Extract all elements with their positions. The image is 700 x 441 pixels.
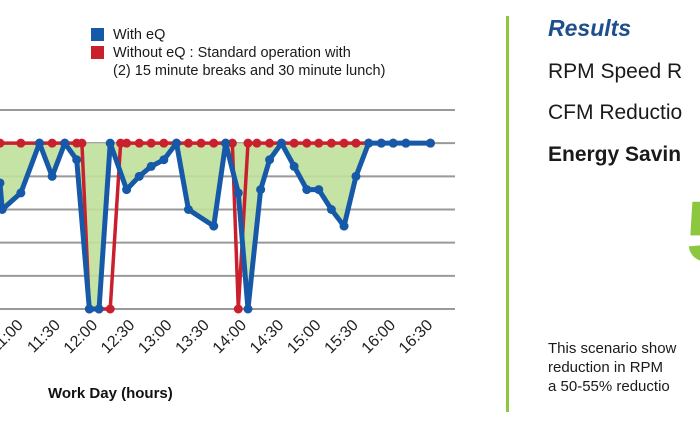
energy-savings-number-text: 5: [686, 196, 700, 268]
point-with-eq: [376, 138, 386, 148]
x-tick-label: 16:00: [359, 317, 399, 357]
x-tick-label: 14:00: [210, 317, 250, 357]
savings-area: [0, 143, 431, 309]
x-tick-label: 15:30: [322, 317, 362, 357]
panel-divider: [506, 16, 509, 412]
point-without-eq: [146, 138, 156, 148]
point-with-eq: [277, 138, 287, 148]
point-without-eq: [16, 138, 26, 148]
point-with-eq: [47, 171, 57, 181]
x-tick-label: 11:00: [0, 317, 27, 357]
point-with-eq: [364, 138, 374, 148]
energy-savings-number: 5: [686, 196, 700, 268]
point-without-eq: [122, 138, 132, 148]
point-without-eq: [77, 138, 87, 148]
point-with-eq: [221, 138, 231, 148]
point-with-eq: [159, 155, 169, 165]
x-tick-label: 15:00: [284, 317, 324, 357]
point-without-eq: [265, 138, 275, 148]
point-without-eq: [105, 304, 115, 314]
point-without-eq: [183, 138, 193, 148]
point-without-eq: [233, 304, 243, 314]
point-without-eq: [252, 138, 262, 148]
energy-savings-result: Energy Savin: [548, 143, 682, 166]
x-tick-label: 14:30: [247, 317, 287, 357]
point-with-eq: [314, 185, 324, 195]
point-without-eq: [339, 138, 349, 148]
point-with-eq: [0, 178, 5, 188]
footnote-line-3: a 50-55% reductio: [548, 378, 670, 395]
point-with-eq: [72, 155, 82, 165]
point-with-eq: [425, 138, 435, 148]
chart-legend: With eQ Without eQ : Standard operation …: [91, 26, 385, 80]
point-with-eq: [34, 138, 44, 148]
legend-without-eq: Without eQ : Standard operation with (2)…: [91, 44, 385, 80]
point-with-eq: [233, 188, 243, 198]
legend-label-without-eq: Without eQ : Standard operation with: [113, 45, 351, 61]
point-without-eq: [47, 138, 57, 148]
results-title: Results: [548, 15, 632, 41]
point-without-eq: [314, 138, 324, 148]
point-with-eq: [256, 185, 266, 195]
point-with-eq: [134, 171, 144, 181]
legend-swatch-without-eq: [91, 46, 104, 59]
point-with-eq: [105, 138, 115, 148]
rpm-speed-result: RPM Speed R: [548, 60, 683, 83]
point-without-eq: [227, 138, 237, 148]
point-without-eq: [209, 138, 219, 148]
series-line-with-eq: [0, 140, 431, 312]
point-with-eq: [183, 205, 193, 214]
point-with-eq: [0, 205, 7, 214]
point-with-eq: [351, 171, 361, 181]
point-with-eq: [289, 161, 299, 171]
point-with-eq: [84, 304, 94, 314]
x-axis-label: Work Day (hours): [48, 385, 173, 402]
point-without-eq: [243, 138, 253, 148]
point-with-eq: [60, 138, 70, 148]
point-with-eq: [16, 188, 26, 198]
legend-swatch-with-eq: [91, 28, 104, 41]
x-tick-label: 13:30: [173, 317, 213, 357]
point-without-eq: [134, 138, 144, 148]
footnote-line-1: This scenario show: [548, 340, 677, 357]
point-with-eq: [401, 138, 411, 148]
point-with-eq: [265, 155, 275, 165]
point-with-eq: [94, 304, 104, 314]
x-tick-label: 16:30: [396, 317, 436, 357]
x-tick-label: 11:30: [24, 317, 64, 357]
point-without-eq: [289, 138, 299, 148]
point-with-eq: [122, 185, 132, 195]
point-with-eq: [209, 221, 219, 231]
cfm-reduction-result: CFM Reductio: [548, 101, 683, 124]
point-without-eq: [0, 138, 5, 148]
legend-label-without-eq-detail: (2) 15 minute breaks and 30 minute lunch…: [113, 63, 386, 79]
legend-with-eq: With eQ: [91, 26, 385, 44]
point-with-eq: [326, 205, 336, 214]
x-tick-label: 12:30: [98, 317, 138, 357]
point-without-eq: [196, 138, 206, 148]
point-with-eq: [243, 304, 253, 314]
point-without-eq: [326, 138, 336, 148]
point-with-eq: [302, 185, 312, 195]
point-without-eq: [302, 138, 312, 148]
scenario-footnote: This scenario show reduction in RPM a 50…: [548, 339, 676, 396]
point-with-eq: [171, 138, 181, 148]
point-with-eq: [339, 221, 349, 231]
point-without-eq: [159, 138, 169, 148]
savings-line-chart: 11:0011:3012:0012:3013:0013:3014:0014:30…: [0, 109, 455, 357]
point-with-eq: [146, 161, 156, 171]
legend-label-with-eq: With eQ: [113, 27, 166, 43]
x-tick-label: 12:00: [61, 317, 101, 357]
point-with-eq: [388, 138, 398, 148]
point-without-eq: [351, 138, 361, 148]
x-tick-label: 13:00: [135, 317, 175, 357]
footnote-line-2: reduction in RPM: [548, 359, 664, 376]
